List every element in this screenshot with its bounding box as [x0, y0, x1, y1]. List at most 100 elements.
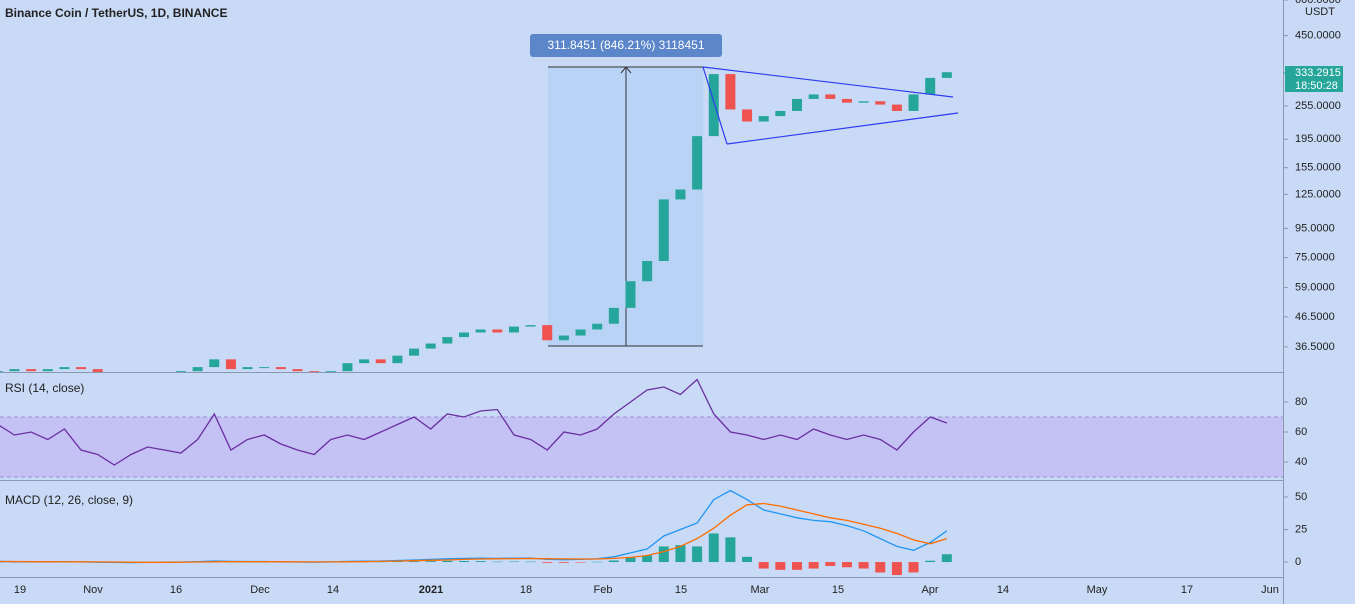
x-tick-label: 16 — [170, 584, 182, 596]
candle — [9, 369, 20, 372]
candle — [192, 367, 203, 372]
x-tick-label: Nov — [83, 584, 103, 596]
histogram-bar — [459, 561, 469, 563]
candle — [592, 323, 603, 330]
candle — [891, 104, 902, 111]
candle — [525, 325, 536, 327]
histogram-bar — [708, 533, 719, 563]
histogram-bar — [858, 562, 869, 569]
macd-pane — [0, 489, 952, 576]
y-tick-label: 50 — [1295, 491, 1307, 503]
histogram-bar — [875, 562, 886, 573]
chart-title: Binance Coin / TetherUS, 1D, BINANCE — [5, 6, 227, 20]
countdown: 18:50:28 — [1295, 80, 1338, 92]
y-tick-label: 125.0000 — [1295, 188, 1341, 200]
candle — [375, 359, 386, 364]
candle — [608, 307, 619, 324]
histogram-bar — [409, 561, 420, 563]
candle — [925, 77, 936, 95]
candle — [858, 101, 869, 103]
x-tick-label: May — [1087, 584, 1108, 596]
candle — [908, 94, 919, 111]
histogram-bar — [575, 562, 586, 563]
histogram-bar — [642, 555, 653, 563]
candle — [825, 94, 836, 99]
histogram-bar — [425, 561, 436, 563]
candle — [159, 373, 169, 375]
candle — [392, 355, 403, 364]
candle — [875, 101, 886, 105]
histogram-bar — [525, 561, 536, 563]
y-tick-label: 75.0000 — [1295, 252, 1335, 264]
histogram-bar — [841, 562, 852, 568]
x-tick-label: 15 — [832, 584, 844, 596]
candle — [42, 369, 53, 372]
x-tick-label: Mar — [751, 584, 770, 596]
histogram-bar — [925, 560, 936, 563]
histogram-bar — [608, 560, 619, 563]
measure-label-box — [530, 34, 722, 57]
histogram-bar — [475, 561, 486, 563]
x-tick-label: 17 — [1181, 584, 1193, 596]
histogram-bar — [792, 562, 802, 570]
candle — [675, 189, 686, 200]
histogram-bar — [775, 562, 786, 570]
rsi-band — [0, 416, 1283, 477]
y-tick-label: 195.0000 — [1295, 133, 1341, 145]
histogram-bar — [625, 557, 636, 563]
trend-line — [702, 66, 954, 98]
y-tick-label: 59.0000 — [1295, 281, 1335, 293]
histogram-bar — [592, 561, 603, 563]
histogram-bar — [0, 561, 3, 563]
x-tick-label: 14 — [327, 584, 339, 596]
candle — [792, 98, 802, 111]
triangle — [702, 66, 959, 145]
line — [0, 502, 948, 563]
candle — [558, 335, 569, 341]
candle — [542, 325, 553, 341]
y-tick-label: 450.0000 — [1295, 30, 1341, 42]
candle — [758, 116, 769, 122]
histogram-bar — [442, 560, 453, 563]
x-tick-label: Jun — [1261, 584, 1279, 596]
x-tick-label: 19 — [14, 584, 26, 596]
y-tick-label: 80 — [1295, 396, 1307, 408]
candle — [259, 367, 270, 369]
pane-title: RSI (14, close) — [5, 381, 84, 395]
y-tick-label: 600.0000 — [1295, 0, 1341, 6]
candle — [275, 367, 286, 370]
x-tick-label: 15 — [675, 584, 687, 596]
histogram-bar — [742, 556, 753, 563]
histogram-bar — [908, 562, 919, 573]
candle — [175, 371, 186, 372]
candle — [658, 199, 669, 261]
candle — [0, 371, 3, 372]
x-tick-label: 14 — [997, 584, 1009, 596]
x-tick-label: Dec — [250, 584, 270, 596]
candle — [425, 343, 436, 349]
y-tick-label: 40 — [1295, 456, 1307, 468]
y-tick-label: 46.5000 — [1295, 311, 1335, 323]
candle — [409, 348, 420, 356]
histogram-bar — [808, 562, 819, 569]
candle — [26, 369, 37, 372]
candle — [292, 369, 303, 372]
last-price: 333.2915 — [1295, 67, 1341, 79]
candle — [575, 329, 586, 336]
candle — [309, 371, 320, 372]
candle — [325, 371, 336, 372]
candle — [143, 375, 153, 377]
candle — [459, 332, 469, 338]
candle — [92, 369, 103, 372]
candle — [225, 359, 236, 370]
histogram-bar — [941, 554, 952, 563]
last-price-box — [1285, 66, 1343, 92]
candle — [475, 329, 486, 333]
y-tick-label: 25 — [1295, 523, 1307, 535]
histogram-bar — [542, 562, 553, 563]
histogram-bar — [508, 561, 519, 563]
histogram-bar — [492, 561, 503, 563]
histogram-bar — [658, 546, 669, 563]
x-tick-label: Apr — [921, 584, 938, 596]
